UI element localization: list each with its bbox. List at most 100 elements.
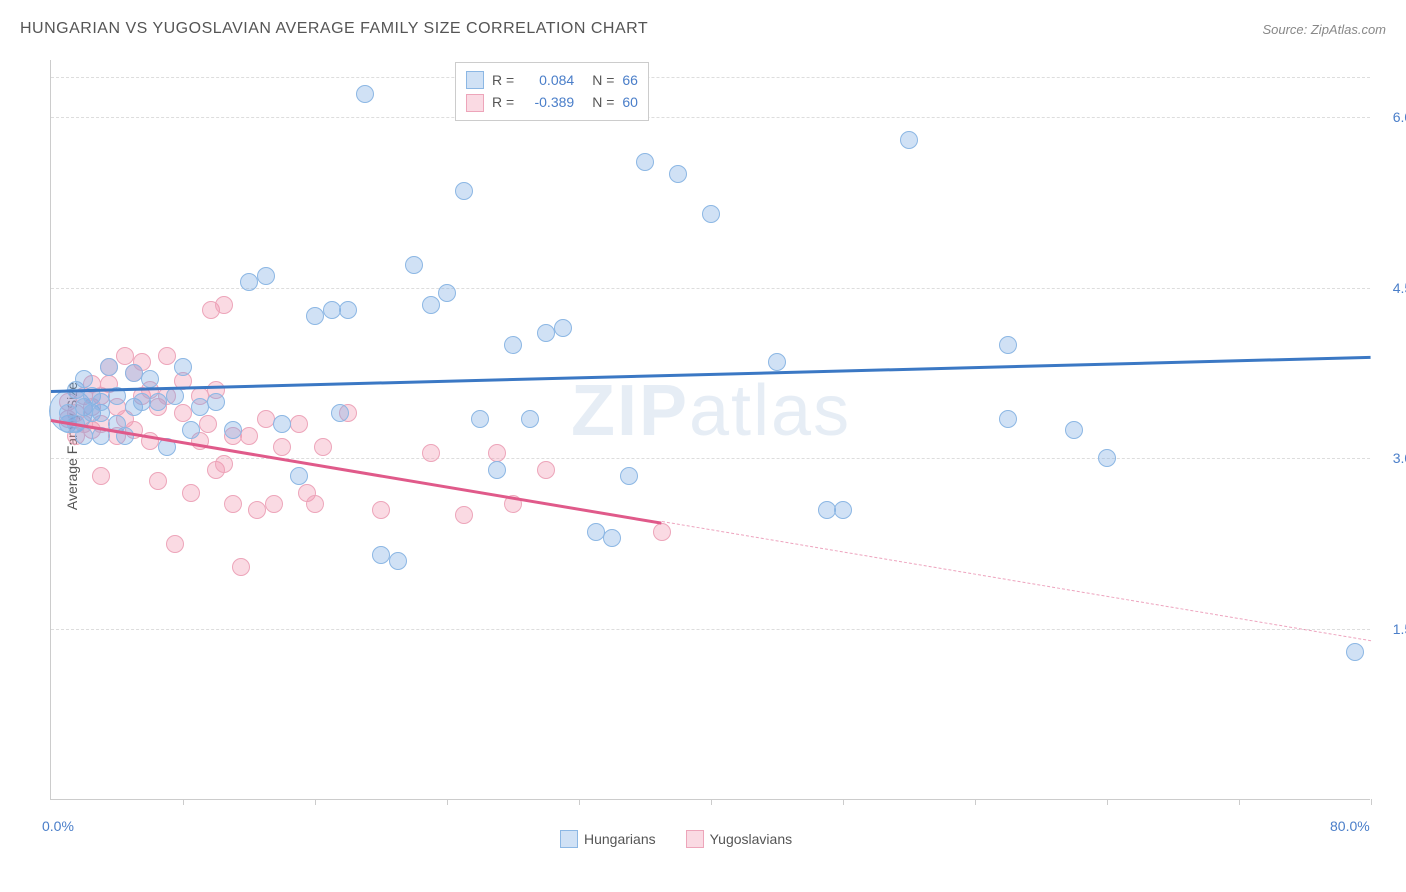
scatter-point: [389, 552, 407, 570]
watermark: ZIPatlas: [571, 370, 851, 452]
scatter-point: [265, 495, 283, 513]
scatter-point: [834, 501, 852, 519]
x-tick: [447, 799, 448, 805]
gridline: [51, 629, 1370, 630]
scatter-point: [207, 393, 225, 411]
scatter-point: [224, 495, 242, 513]
scatter-point: [488, 444, 506, 462]
x-tick: [579, 799, 580, 805]
scatter-point: [356, 85, 374, 103]
scatter-point: [438, 284, 456, 302]
scatter-point: [166, 535, 184, 553]
scatter-point: [372, 546, 390, 564]
scatter-point: [620, 467, 638, 485]
legend-n-label: N =: [592, 69, 614, 91]
scatter-point: [471, 410, 489, 428]
scatter-point: [521, 410, 539, 428]
scatter-point: [455, 506, 473, 524]
legend-r-value: -0.389: [522, 91, 574, 113]
watermark-bold: ZIP: [571, 371, 689, 451]
scatter-point: [240, 427, 258, 445]
y-tick-label: 3.00: [1375, 450, 1406, 466]
scatter-point: [314, 438, 332, 456]
legend-series-name: Hungarians: [584, 831, 656, 847]
x-axis-start-label: 0.0%: [42, 818, 74, 834]
scatter-point: [174, 358, 192, 376]
y-tick-label: 1.50: [1375, 621, 1406, 637]
x-tick: [711, 799, 712, 805]
scatter-point: [199, 415, 217, 433]
scatter-point: [215, 455, 233, 473]
scatter-point: [636, 153, 654, 171]
scatter-point: [248, 501, 266, 519]
legend-r-value: 0.084: [522, 69, 574, 91]
watermark-light: atlas: [689, 371, 851, 451]
scatter-point: [653, 523, 671, 541]
scatter-point: [537, 324, 555, 342]
scatter-point: [224, 421, 242, 439]
scatter-point: [306, 495, 324, 513]
legend-series-name: Yugoslavians: [710, 831, 793, 847]
y-tick-label: 4.50: [1375, 280, 1406, 296]
scatter-point: [339, 301, 357, 319]
scatter-point: [331, 404, 349, 422]
scatter-point: [149, 472, 167, 490]
scatter-point: [702, 205, 720, 223]
legend-swatch: [686, 830, 704, 848]
scatter-point: [257, 267, 275, 285]
scatter-point: [75, 370, 93, 388]
scatter-point: [191, 398, 209, 416]
scatter-point: [273, 415, 291, 433]
scatter-point: [273, 438, 291, 456]
scatter-point: [818, 501, 836, 519]
trend-line-dashed: [661, 521, 1371, 641]
scatter-point: [116, 347, 134, 365]
scatter-point: [999, 410, 1017, 428]
x-tick: [315, 799, 316, 805]
trend-line: [51, 356, 1371, 393]
x-tick: [1239, 799, 1240, 805]
gridline: [51, 117, 1370, 118]
scatter-point: [587, 523, 605, 541]
scatter-point: [900, 131, 918, 149]
x-tick: [1107, 799, 1108, 805]
scatter-point: [405, 256, 423, 274]
scatter-point: [92, 393, 110, 411]
scatter-point: [133, 393, 151, 411]
legend-stats-row: R =-0.389N =60: [466, 91, 638, 113]
x-axis-end-label: 80.0%: [1330, 818, 1370, 834]
scatter-point: [422, 296, 440, 314]
scatter-point: [182, 484, 200, 502]
scatter-point: [116, 427, 134, 445]
legend-swatch: [466, 71, 484, 89]
legend-swatch: [560, 830, 578, 848]
x-tick: [843, 799, 844, 805]
scatter-point: [141, 370, 159, 388]
scatter-point: [158, 347, 176, 365]
scatter-point: [306, 307, 324, 325]
x-tick: [1371, 799, 1372, 805]
scatter-point: [100, 358, 118, 376]
gridline: [51, 458, 1370, 459]
scatter-point: [1098, 449, 1116, 467]
legend-swatch: [466, 94, 484, 112]
scatter-plot-area: ZIPatlas 1.503.004.506.00: [50, 60, 1370, 800]
scatter-point: [1346, 643, 1364, 661]
scatter-point: [75, 427, 93, 445]
x-tick: [975, 799, 976, 805]
scatter-point: [125, 364, 143, 382]
scatter-point: [1065, 421, 1083, 439]
scatter-point: [488, 461, 506, 479]
scatter-point: [554, 319, 572, 337]
scatter-point: [149, 393, 167, 411]
scatter-point: [232, 558, 250, 576]
legend-n-value: 66: [622, 69, 638, 91]
scatter-point: [92, 467, 110, 485]
chart-title: HUNGARIAN VS YUGOSLAVIAN AVERAGE FAMILY …: [20, 20, 648, 38]
bottom-legend-item: Yugoslavians: [686, 830, 793, 848]
scatter-point: [174, 404, 192, 422]
y-tick-label: 6.00: [1375, 109, 1406, 125]
scatter-point: [290, 415, 308, 433]
legend-n-value: 60: [622, 91, 638, 113]
scatter-point: [240, 273, 258, 291]
